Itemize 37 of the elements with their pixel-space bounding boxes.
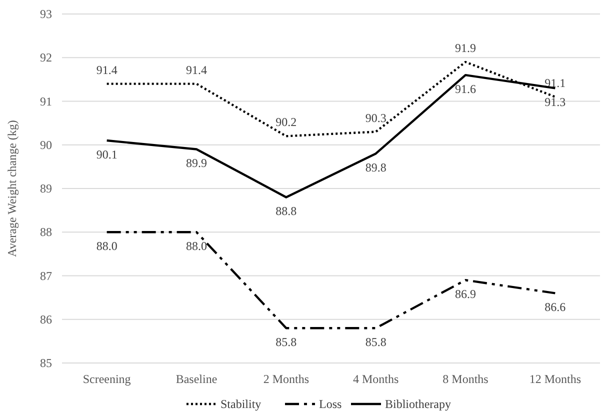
legend-label: Stability [220,397,262,411]
data-label: 91.6 [455,82,476,96]
y-tick-label: 89 [40,182,52,196]
data-label: 88.0 [186,239,207,254]
y-tick-label: 90 [40,138,52,152]
x-tick-label: Screening [82,372,131,386]
y-tick-label: 85 [40,356,52,370]
data-label: 91.9 [455,40,476,55]
data-label: 90.2 [276,115,297,130]
y-tick-label: 92 [40,50,52,65]
data-label: 89.8 [365,160,386,175]
data-label: 90.3 [365,110,386,125]
data-label: 91.1 [544,76,566,90]
y-tick-label: 93 [40,7,52,21]
y-tick-label: 91 [40,94,52,108]
data-label: 88.8 [276,204,297,218]
data-label: 89.9 [186,156,207,170]
data-label: 85.8 [365,335,386,350]
data-label: 90.1 [96,148,118,162]
data-label: 91.4 [186,62,207,77]
y-tick-label: 88 [40,225,52,240]
y-tick-label: 87 [40,268,52,283]
legend-label: Loss [319,397,342,411]
x-tick-label: Baseline [176,372,218,386]
data-label: 91.4 [96,62,118,77]
x-tick-label: 4 Months [352,372,399,386]
x-tick-label: 2 Months [263,372,310,386]
x-tick-label: 8 Months [442,372,489,386]
y-tick-label: 86 [40,312,52,326]
x-tick-label: 12 Months [529,372,582,386]
legend-label: Bibliotherapy [385,397,451,411]
data-label: 91.3 [544,95,566,110]
data-label: 88.0 [96,239,118,254]
data-label: 86.6 [544,300,566,314]
y-axis-title: Average Weight change (kg) [5,120,19,257]
data-label: 85.8 [276,335,297,350]
data-label: 86.9 [455,287,476,302]
